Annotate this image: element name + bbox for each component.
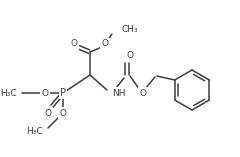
- Text: O: O: [60, 108, 66, 117]
- Text: O: O: [42, 89, 48, 97]
- Text: O: O: [44, 108, 52, 117]
- Text: NH: NH: [112, 89, 126, 97]
- Text: H₃C: H₃C: [0, 89, 17, 97]
- Text: H₃C: H₃C: [26, 127, 43, 135]
- Text: P: P: [60, 88, 66, 98]
- Text: O: O: [102, 40, 108, 49]
- Text: O: O: [126, 51, 133, 60]
- Text: O: O: [71, 40, 78, 49]
- Text: CH₃: CH₃: [121, 24, 138, 33]
- Text: O: O: [139, 89, 146, 97]
